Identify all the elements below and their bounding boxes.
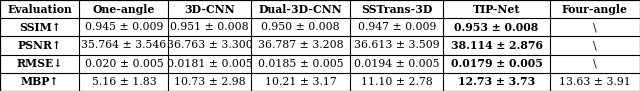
Text: 13.63 ± 3.91: 13.63 ± 3.91 <box>559 77 631 87</box>
Text: \: \ <box>593 22 596 32</box>
Text: \: \ <box>593 59 596 69</box>
Text: 36.763 ± 3.300: 36.763 ± 3.300 <box>166 40 252 51</box>
Text: \: \ <box>593 40 596 51</box>
Text: 0.0179 ± 0.005: 0.0179 ± 0.005 <box>451 58 543 69</box>
Text: RMSE↓: RMSE↓ <box>17 58 63 69</box>
Text: Four-angle: Four-angle <box>562 4 628 15</box>
Text: 11.10 ± 2.78: 11.10 ± 2.78 <box>361 77 433 87</box>
Text: MBP↑: MBP↑ <box>20 76 59 87</box>
Text: 12.73 ± 3.73: 12.73 ± 3.73 <box>458 76 535 87</box>
Text: TIP-Net: TIP-Net <box>473 4 520 15</box>
Text: 36.787 ± 3.208: 36.787 ± 3.208 <box>258 40 343 51</box>
Text: 0.947 ± 0.009: 0.947 ± 0.009 <box>358 22 436 32</box>
Text: 0.020 ± 0.005: 0.020 ± 0.005 <box>84 59 163 69</box>
Text: 3D-CNN: 3D-CNN <box>184 4 235 15</box>
Text: 38.114 ± 2.876: 38.114 ± 2.876 <box>451 40 543 51</box>
Text: Dual-3D-CNN: Dual-3D-CNN <box>259 4 342 15</box>
Text: 0.0181 ± 0.005: 0.0181 ± 0.005 <box>166 59 252 69</box>
Text: 0.0185 ± 0.005: 0.0185 ± 0.005 <box>258 59 343 69</box>
Text: 0.950 ± 0.008: 0.950 ± 0.008 <box>261 22 340 32</box>
Text: 35.764 ± 3.546: 35.764 ± 3.546 <box>81 40 166 51</box>
Text: 5.16 ± 1.83: 5.16 ± 1.83 <box>92 77 156 87</box>
Text: 36.613 ± 3.509: 36.613 ± 3.509 <box>354 40 440 51</box>
Text: Evaluation: Evaluation <box>8 4 72 15</box>
Text: 0.945 ± 0.009: 0.945 ± 0.009 <box>84 22 163 32</box>
Text: One-angle: One-angle <box>93 4 155 15</box>
Text: 10.21 ± 3.17: 10.21 ± 3.17 <box>264 77 337 87</box>
Text: SSTrans-3D: SSTrans-3D <box>361 4 433 15</box>
Text: 0.0194 ± 0.005: 0.0194 ± 0.005 <box>354 59 440 69</box>
Text: SSIM↑: SSIM↑ <box>19 22 61 33</box>
Text: 0.951 ± 0.008: 0.951 ± 0.008 <box>170 22 249 32</box>
Text: PSNR↑: PSNR↑ <box>18 40 62 51</box>
Text: 10.73 ± 2.98: 10.73 ± 2.98 <box>173 77 245 87</box>
Text: 0.953 ± 0.008: 0.953 ± 0.008 <box>454 22 539 33</box>
